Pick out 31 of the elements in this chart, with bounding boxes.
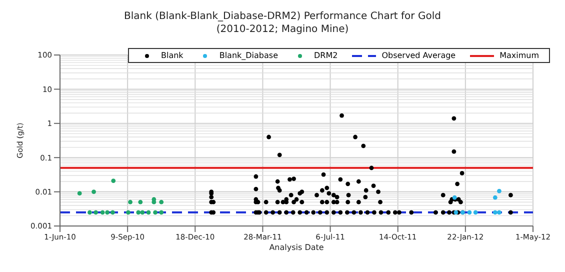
- point: [473, 210, 478, 215]
- legend-label: Observed Average: [382, 51, 456, 60]
- point: [497, 188, 502, 194]
- point: [497, 210, 502, 215]
- point: [94, 210, 98, 215]
- point: [105, 210, 110, 215]
- point: [126, 210, 130, 215]
- point: [492, 195, 498, 200]
- point: [467, 210, 472, 215]
- point: [88, 210, 92, 215]
- point: [153, 210, 158, 215]
- legend-label: Blank: [161, 51, 184, 60]
- legend-label: Maximum: [500, 51, 540, 60]
- point: [110, 210, 115, 215]
- chart-title: Blank (Blank-Blank_Diabase-DRM2) Performance Chart for Gold: [123, 10, 442, 23]
- point: [146, 210, 151, 215]
- point: [492, 210, 498, 215]
- point: [159, 200, 164, 204]
- point: [100, 210, 105, 215]
- legend-label: DRM2: [314, 51, 338, 60]
- point: [128, 200, 132, 204]
- x-axis-title: Analysis Date: [269, 243, 324, 252]
- point: [138, 200, 143, 204]
- point: [136, 210, 141, 215]
- point: [159, 210, 164, 215]
- legend-label: Blank_Diabase: [219, 51, 278, 60]
- chart-subtitle: (2010-2012; Magino Mine): [215, 23, 350, 36]
- point: [140, 210, 145, 215]
- point: [77, 191, 82, 196]
- point: [92, 190, 96, 194]
- point: [111, 178, 116, 183]
